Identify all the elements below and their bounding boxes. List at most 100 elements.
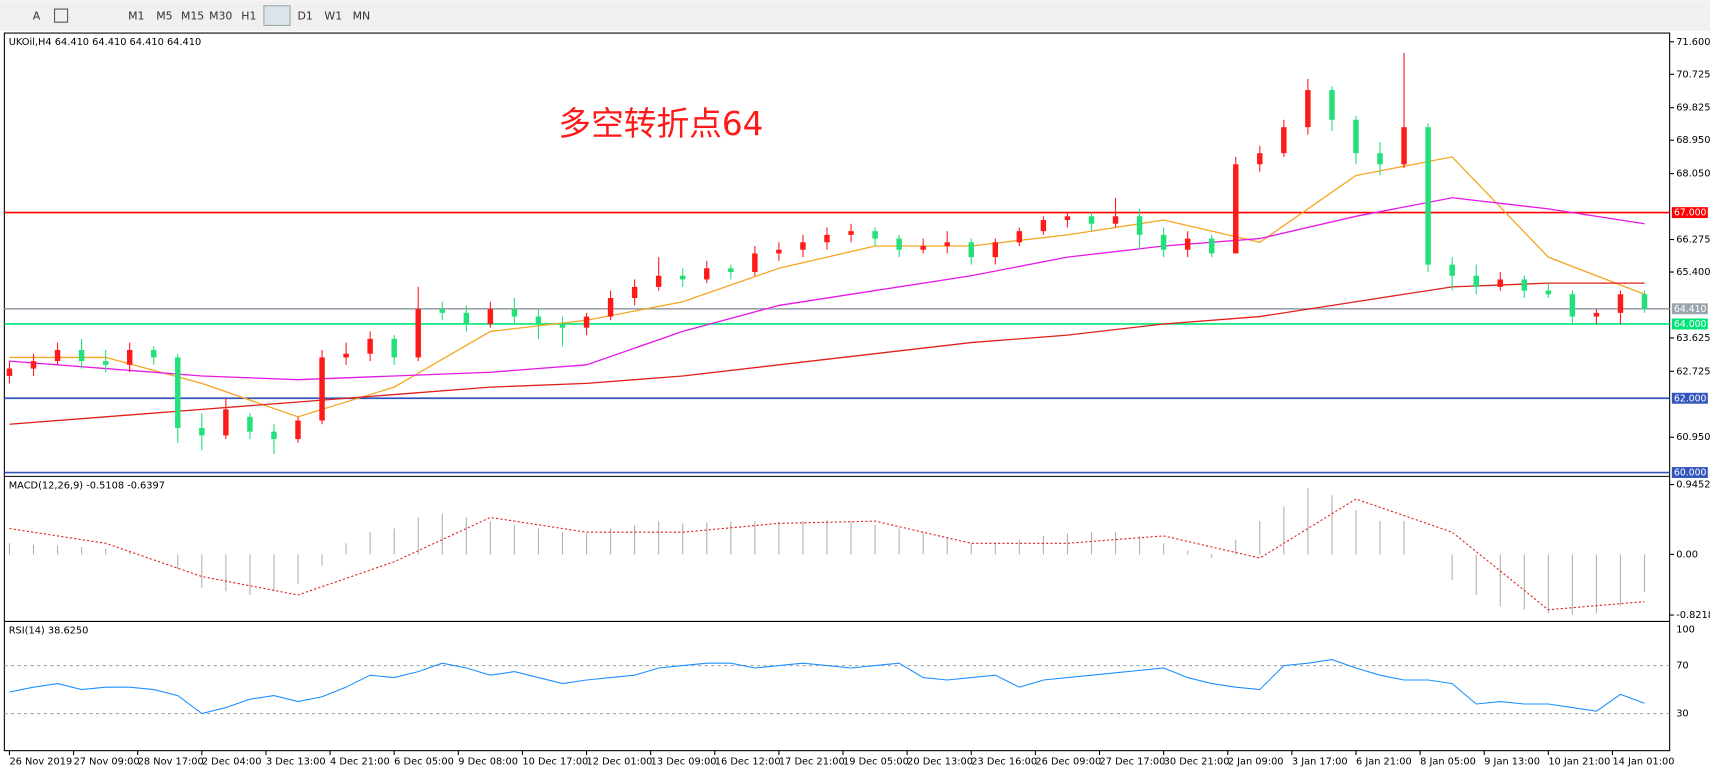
macd-bar xyxy=(177,554,179,570)
candle-body xyxy=(415,309,421,358)
moving-average xyxy=(9,156,1645,418)
macd-bar xyxy=(802,521,804,555)
x-tick-label: 23 Dec 16:00 xyxy=(971,757,1037,768)
timeframe-button[interactable]: MN xyxy=(353,10,371,23)
tool-icon[interactable] xyxy=(53,8,69,23)
candle-body xyxy=(944,242,950,247)
x-tick-label: 9 Dec 08:00 xyxy=(458,757,518,768)
y-tick-label: 65.400 xyxy=(1676,267,1710,278)
candle-body xyxy=(1425,127,1431,265)
level-label: 67.000 xyxy=(1674,208,1706,219)
candle-body xyxy=(78,349,85,362)
x-tick-label: 4 Dec 21:00 xyxy=(330,757,390,768)
macd-bar xyxy=(1042,535,1044,555)
candle-body xyxy=(559,323,566,328)
candle-body xyxy=(367,338,373,354)
timeframe-button[interactable]: M30 xyxy=(209,10,232,23)
macd-bar xyxy=(249,554,251,595)
tool-icon: A xyxy=(33,10,41,23)
macd-bar xyxy=(417,517,419,555)
candle-body xyxy=(968,242,974,258)
candle-body xyxy=(631,286,638,298)
level-label-box xyxy=(1671,467,1708,478)
macd-bar xyxy=(994,543,996,555)
macd-bar xyxy=(1499,554,1501,607)
candle-body xyxy=(1545,290,1552,295)
x-tick-label: 2 Dec 04:00 xyxy=(202,757,262,768)
candle-body xyxy=(151,349,157,358)
timeframe-button[interactable]: W1 xyxy=(324,10,342,23)
macd-bar xyxy=(922,532,924,555)
macd-bar xyxy=(8,543,11,555)
macd-bar xyxy=(730,521,732,555)
macd-bar xyxy=(225,554,227,592)
macd-bar xyxy=(970,543,972,555)
macd-bar xyxy=(1163,543,1165,555)
candle-body xyxy=(6,368,13,376)
x-tick-label: 8 Jan 05:00 xyxy=(1420,757,1476,768)
macd-bar xyxy=(1643,554,1646,593)
y-tick-label: 63.625 xyxy=(1676,333,1710,344)
candle-body xyxy=(848,231,854,235)
macd-bar xyxy=(1187,550,1189,555)
level-label: 60.000 xyxy=(1674,468,1706,479)
macd-bar xyxy=(1355,510,1357,555)
candle-body xyxy=(776,249,782,254)
y-tick-label: 66.275 xyxy=(1676,235,1710,246)
symbol-info: UKOil,H4 64.410 64.410 64.410 64.410 xyxy=(9,37,202,48)
candle-body xyxy=(1016,231,1023,243)
macd-bar xyxy=(754,521,756,555)
macd-tick-label: -0.8218 xyxy=(1676,610,1710,621)
macd-tick-label: 0.00 xyxy=(1676,549,1698,560)
macd-bar xyxy=(706,522,708,555)
macd-bar xyxy=(561,532,564,555)
candle-body xyxy=(1233,164,1239,254)
candle-body xyxy=(583,316,590,328)
candle-body xyxy=(1112,216,1119,224)
timeframe-button[interactable]: M1 xyxy=(128,10,144,23)
candle-body xyxy=(752,253,758,273)
macd-bar xyxy=(1139,535,1141,555)
x-tick-label: 6 Jan 21:00 xyxy=(1356,757,1412,768)
x-tick-label: 9 Jan 13:00 xyxy=(1484,757,1540,768)
macd-bar xyxy=(946,538,948,555)
macd-bar xyxy=(826,520,828,555)
macd-bar xyxy=(610,528,612,555)
macd-bar xyxy=(898,528,900,555)
candle-body xyxy=(199,427,205,436)
y-tick-label: 68.050 xyxy=(1676,169,1710,180)
candle-body xyxy=(1184,238,1191,250)
candle-body xyxy=(1040,220,1047,232)
x-tick-label: 6 Dec 05:00 xyxy=(394,757,454,768)
level-label-box xyxy=(1671,318,1708,330)
macd-bar xyxy=(1523,554,1525,610)
candle-body xyxy=(920,246,926,250)
timeframe-button[interactable]: D1 xyxy=(297,10,312,23)
macd-bar xyxy=(1379,521,1381,555)
timeframe-button[interactable]: M15 xyxy=(181,10,204,23)
candle-body xyxy=(992,242,999,258)
x-tick-label: 10 Jan 21:00 xyxy=(1548,757,1610,768)
candle-body xyxy=(1497,279,1503,287)
macd-bar xyxy=(1307,487,1309,555)
rsi-tick-label: 70 xyxy=(1676,661,1688,672)
candle-body xyxy=(511,309,518,317)
timeframe-button[interactable]: H1 xyxy=(241,10,256,23)
macd-bar xyxy=(1547,554,1549,614)
timeframe-button[interactable]: M5 xyxy=(156,10,172,23)
candle-body xyxy=(391,338,397,358)
macd-bar xyxy=(1475,554,1477,595)
candle-body xyxy=(607,297,614,317)
rsi-tick-label: 100 xyxy=(1676,625,1695,636)
macd-bar xyxy=(273,554,275,592)
macd-bar xyxy=(1211,554,1213,559)
level-label: 64.410 xyxy=(1674,304,1706,315)
candle-body xyxy=(872,231,878,239)
macd-bar xyxy=(57,545,59,555)
macd-bar xyxy=(1090,532,1093,555)
macd-bar xyxy=(1331,495,1333,555)
x-tick-label: 27 Dec 17:00 xyxy=(1099,757,1165,768)
macd-bar xyxy=(658,521,660,555)
macd-bar xyxy=(513,524,515,555)
y-tick-label: 62.725 xyxy=(1676,366,1710,377)
